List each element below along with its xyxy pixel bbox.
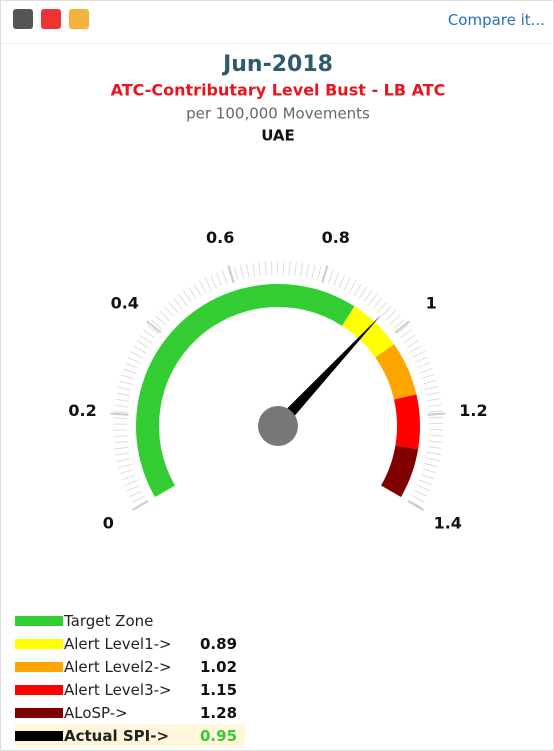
major-tick xyxy=(394,320,410,334)
legend-swatch xyxy=(15,638,63,649)
needle xyxy=(273,314,382,431)
download-icon[interactable] xyxy=(13,9,33,29)
tick-label: 0.4 xyxy=(111,293,139,312)
gauge-band xyxy=(375,344,417,400)
legend-label: ALoSP-> xyxy=(64,703,128,722)
gauge-band xyxy=(394,394,420,450)
pdf-icon[interactable] xyxy=(41,9,61,29)
major-tick xyxy=(132,500,149,511)
major-tick xyxy=(321,265,329,283)
gauge-band xyxy=(342,306,395,358)
tick-label: 0.8 xyxy=(322,228,350,247)
gauge-band xyxy=(136,283,355,497)
tick-label: 0.6 xyxy=(206,228,234,247)
legend-swatch xyxy=(15,730,63,741)
legend: Target Zone Alert Level1-> 0.89 Alert Level… xyxy=(15,609,245,747)
chart-subtitle: ATC-Contributary Level Bust - LB ATC xyxy=(111,81,446,100)
legend-item: Alert Level3-> 1.15 xyxy=(15,678,245,701)
legend-value: 0.95 xyxy=(200,726,238,745)
legend-swatch xyxy=(15,707,63,718)
legend-swatch xyxy=(15,684,63,695)
legend-label: Actual SPI-> xyxy=(64,726,170,745)
legend-label: Alert Level3-> xyxy=(64,680,172,699)
legend-swatch xyxy=(15,661,63,672)
legend-item: Actual SPI-> 0.95 xyxy=(15,724,245,747)
tick-label: 0.2 xyxy=(68,401,96,420)
major-tick xyxy=(146,320,162,334)
minor-tick-ring xyxy=(113,261,443,509)
legend-item: Target Zone xyxy=(15,609,245,632)
legend-swatch xyxy=(15,615,63,626)
major-tick xyxy=(407,500,424,511)
tick-label: 1 xyxy=(426,293,437,312)
gauge-band xyxy=(381,445,419,497)
chart-title: Jun-2018 xyxy=(221,52,333,77)
legend-value: 1.02 xyxy=(200,657,238,676)
needle-hub xyxy=(258,406,298,446)
major-tick xyxy=(227,265,235,283)
major-tick xyxy=(427,412,446,416)
tick-label: 1.2 xyxy=(459,401,487,420)
chart: Jun-2018 ATC-Contributary Level Bust - L… xyxy=(68,52,487,533)
major-tick xyxy=(110,412,129,416)
legend-label: Alert Level1-> xyxy=(64,634,172,653)
tick-label: 0 xyxy=(103,514,114,533)
region: UAE xyxy=(261,127,295,145)
legend-item: ALoSP-> 1.28 xyxy=(15,701,245,724)
legend-label: Alert Level2-> xyxy=(64,657,172,676)
legend-value: 1.28 xyxy=(200,703,238,722)
image-icon[interactable] xyxy=(69,9,89,29)
legend-value: 0.89 xyxy=(200,634,238,653)
legend-item: Alert Level2-> 1.02 xyxy=(15,655,245,678)
compare-link[interactable]: Compare it... xyxy=(447,11,545,29)
tick-label: 1.4 xyxy=(434,514,462,533)
legend-item: Alert Level1-> 0.89 xyxy=(15,632,245,655)
legend-label: Target Zone xyxy=(64,611,154,630)
unit-label: per 100,000 Movements xyxy=(186,105,370,123)
legend-value: 1.15 xyxy=(200,680,238,699)
toolbar: Compare it... xyxy=(1,1,553,44)
